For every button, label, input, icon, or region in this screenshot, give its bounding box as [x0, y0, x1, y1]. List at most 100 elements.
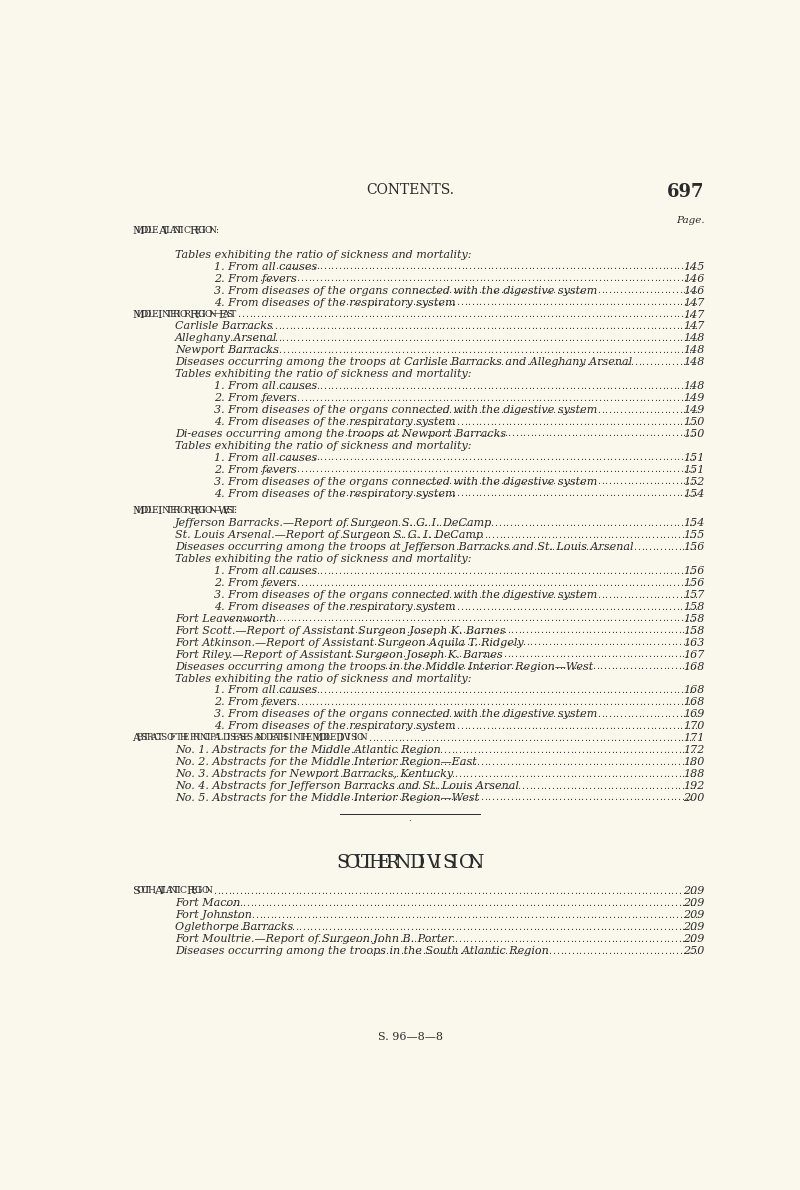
Text: .: .	[678, 287, 682, 295]
Text: .: .	[274, 322, 277, 331]
Text: .: .	[359, 418, 362, 426]
Text: .: .	[552, 358, 555, 367]
Text: .: .	[526, 430, 529, 438]
Text: .: .	[545, 590, 548, 600]
Text: .: .	[397, 275, 400, 283]
Text: .: .	[454, 687, 456, 695]
Text: .: .	[474, 650, 476, 659]
Text: .: .	[494, 566, 498, 576]
Text: .: .	[476, 519, 478, 528]
Text: .: .	[441, 910, 444, 920]
Text: .: .	[542, 722, 545, 731]
Text: .: .	[494, 734, 498, 743]
Text: .: .	[690, 358, 693, 367]
Text: .: .	[322, 275, 326, 283]
Text: .: .	[334, 346, 338, 355]
Text: .: .	[646, 275, 650, 283]
Text: .: .	[556, 910, 559, 920]
Text: .: .	[524, 453, 527, 463]
Text: .: .	[466, 794, 468, 802]
Text: .: .	[658, 465, 661, 475]
Text: .: .	[694, 287, 697, 295]
Text: .: .	[378, 699, 382, 707]
Text: .: .	[683, 465, 686, 475]
Text: .: .	[455, 406, 458, 414]
Text: .: .	[620, 699, 623, 707]
Text: .: .	[588, 794, 591, 802]
Text: .: .	[462, 898, 465, 908]
Text: .: .	[644, 770, 647, 778]
Text: .: .	[626, 710, 630, 719]
Text: .: .	[586, 638, 588, 647]
Text: .: .	[658, 531, 662, 540]
Text: .: .	[483, 687, 486, 695]
Text: .: .	[616, 334, 619, 343]
Text: .: .	[588, 782, 591, 790]
Text: .: .	[468, 699, 470, 707]
Text: .: .	[469, 531, 472, 540]
Text: T: T	[361, 854, 374, 872]
Text: .: .	[625, 519, 627, 528]
Text: .: .	[596, 923, 599, 932]
Text: P: P	[190, 733, 195, 743]
Text: .: .	[641, 543, 644, 552]
Text: .: .	[314, 923, 316, 932]
Text: 172: 172	[683, 745, 705, 756]
Text: .: .	[426, 638, 428, 647]
Text: .: .	[546, 275, 549, 283]
Text: .: .	[456, 299, 459, 307]
Text: .: .	[646, 687, 650, 695]
Text: .: .	[675, 477, 678, 487]
Text: .: .	[349, 311, 352, 319]
Text: .: .	[434, 334, 437, 343]
Text: I: I	[354, 733, 357, 743]
Text: .: .	[357, 311, 360, 319]
Text: .: .	[486, 590, 488, 600]
Text: .: .	[338, 322, 340, 331]
Text: .: .	[526, 626, 528, 635]
Text: Fort Leavenworth: Fort Leavenworth	[175, 614, 276, 624]
Text: .: .	[654, 418, 657, 426]
Text: .: .	[662, 746, 666, 754]
Text: .: .	[289, 334, 292, 343]
Text: .: .	[526, 477, 530, 487]
Text: .: .	[437, 590, 440, 600]
Text: .: .	[414, 358, 418, 367]
Text: .: .	[652, 638, 655, 647]
Text: .: .	[518, 406, 522, 414]
Text: .: .	[547, 794, 550, 802]
Text: .: .	[270, 322, 274, 331]
Text: .: .	[380, 746, 383, 754]
Text: .: .	[415, 334, 418, 343]
Text: .: .	[345, 578, 348, 588]
Text: .: .	[647, 614, 650, 624]
Text: .: .	[494, 519, 498, 528]
Text: .: .	[495, 794, 498, 802]
Text: .: .	[430, 418, 434, 426]
Text: .: .	[382, 453, 386, 463]
Text: .: .	[670, 782, 673, 790]
Text: .: .	[572, 687, 575, 695]
Text: .: .	[671, 590, 674, 600]
Text: .: .	[459, 477, 462, 487]
Text: .: .	[623, 358, 626, 367]
Text: .: .	[406, 638, 410, 647]
Text: .: .	[607, 650, 610, 659]
Text: .: .	[638, 287, 641, 295]
Text: I: I	[137, 309, 141, 319]
Text: .: .	[680, 566, 683, 576]
Text: .: .	[410, 758, 413, 766]
Text: .: .	[527, 722, 530, 731]
Text: .: .	[616, 322, 619, 331]
Text: .: .	[621, 614, 624, 624]
Text: .: .	[330, 334, 333, 343]
Text: .: .	[619, 287, 622, 295]
Text: .: .	[494, 334, 497, 343]
Text: .: .	[420, 346, 423, 355]
Text: .: .	[432, 543, 435, 552]
Text: .: .	[672, 602, 675, 612]
Text: .: .	[520, 687, 523, 695]
Text: .: .	[616, 418, 619, 426]
Text: .: .	[597, 710, 600, 719]
Text: .: .	[340, 430, 343, 438]
